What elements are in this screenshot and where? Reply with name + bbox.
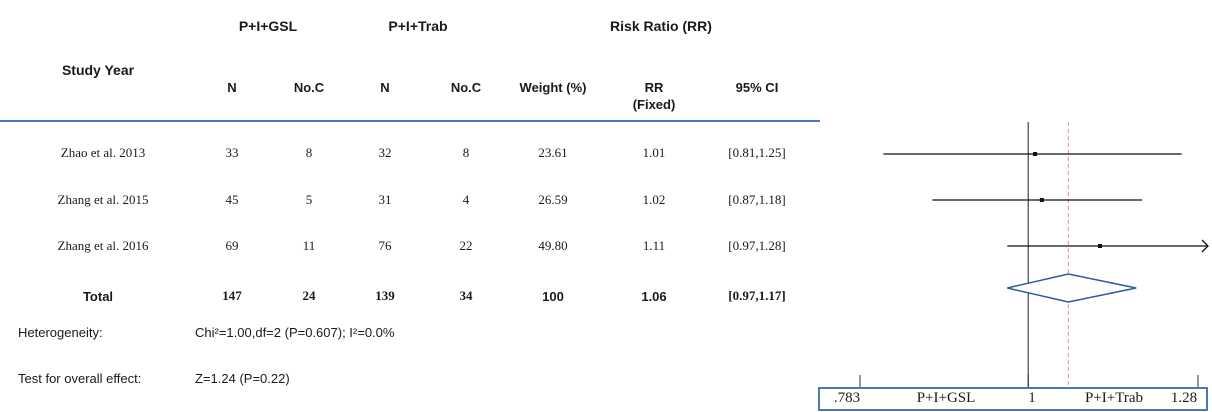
- subheader-weight: Weight (%): [519, 80, 587, 95]
- total-c1: 24: [302, 288, 316, 303]
- heterogeneity-value: Chi²=1.00,df=2 (P=0.607); I²=0.0%: [195, 325, 395, 340]
- axis-label-box: [818, 387, 1208, 411]
- study-c2: 22: [459, 238, 473, 253]
- study-ci: [0.81,1.25]: [728, 145, 786, 160]
- subheader-noc2: No.C: [450, 80, 482, 95]
- study-n1: 45: [225, 192, 239, 207]
- subheader-rr: RR: [644, 80, 664, 95]
- study-n2: 31: [378, 192, 392, 207]
- total-c2: 34: [459, 288, 473, 303]
- study-name: Zhao et al. 2013: [60, 145, 146, 160]
- risk-ratio-header: Risk Ratio (RR): [610, 18, 712, 34]
- study-n2: 76: [378, 238, 392, 253]
- subheader-rr-fixed: (Fixed): [632, 97, 676, 112]
- ci-arrow: [1201, 239, 1209, 253]
- study-weight: 23.61: [538, 145, 568, 160]
- total-ci: [0.97,1.17]: [728, 288, 786, 303]
- study-name: Zhang et al. 2016: [57, 238, 149, 253]
- axis-null-label: 1: [1028, 390, 1036, 406]
- axis-min-label: .783: [833, 390, 861, 406]
- axis-left-group-label: P+I+GSL: [916, 390, 976, 406]
- study-ci: [0.87,1.18]: [728, 192, 786, 207]
- study-name: Zhang et al. 2015: [57, 192, 149, 207]
- study-n1: 33: [225, 145, 239, 160]
- study-c2: 8: [462, 145, 470, 160]
- study-c1: 11: [302, 238, 316, 253]
- heterogeneity-label: Heterogeneity:: [18, 325, 103, 340]
- subheader-n2: N: [380, 80, 390, 95]
- group2-header: P+I+Trab: [388, 18, 448, 34]
- study-column-header: Study Year: [61, 62, 135, 78]
- pooled-diamond: [1007, 273, 1137, 303]
- header-divider: [0, 120, 820, 122]
- subheader-ci: 95% CI: [735, 80, 779, 95]
- study-weight: 49.80: [538, 238, 568, 253]
- axis-max-label: 1.28: [1170, 390, 1198, 406]
- study-rr: 1.11: [642, 238, 666, 253]
- study-c1: 5: [305, 192, 313, 207]
- axis-right-group-label: P+I+Trab: [1084, 390, 1144, 406]
- study-n2: 32: [378, 145, 392, 160]
- overall-effect-value: Z=1.24 (P=0.22): [195, 371, 290, 386]
- total-n1: 147: [222, 288, 242, 303]
- point-estimate: [1039, 198, 1044, 202]
- point-estimate: [1098, 244, 1103, 248]
- study-weight: 26.59: [538, 192, 568, 207]
- subheader-n1: N: [227, 80, 237, 95]
- study-n1: 69: [225, 238, 239, 253]
- total-n2: 139: [375, 288, 395, 303]
- study-c2: 4: [462, 192, 470, 207]
- total-weight: 100: [542, 289, 564, 304]
- study-rr: 1.02: [642, 192, 666, 207]
- study-ci: [0.97,1.28]: [728, 238, 786, 253]
- study-rr: 1.01: [642, 145, 666, 160]
- group1-header: P+I+GSL: [238, 18, 298, 34]
- point-estimate: [1033, 152, 1038, 156]
- overall-effect-label: Test for overall effect:: [18, 371, 142, 386]
- study-c1: 8: [305, 145, 313, 160]
- subheader-noc1: No.C: [293, 80, 325, 95]
- total-label: Total: [82, 289, 114, 304]
- total-rr: 1.06: [641, 289, 667, 304]
